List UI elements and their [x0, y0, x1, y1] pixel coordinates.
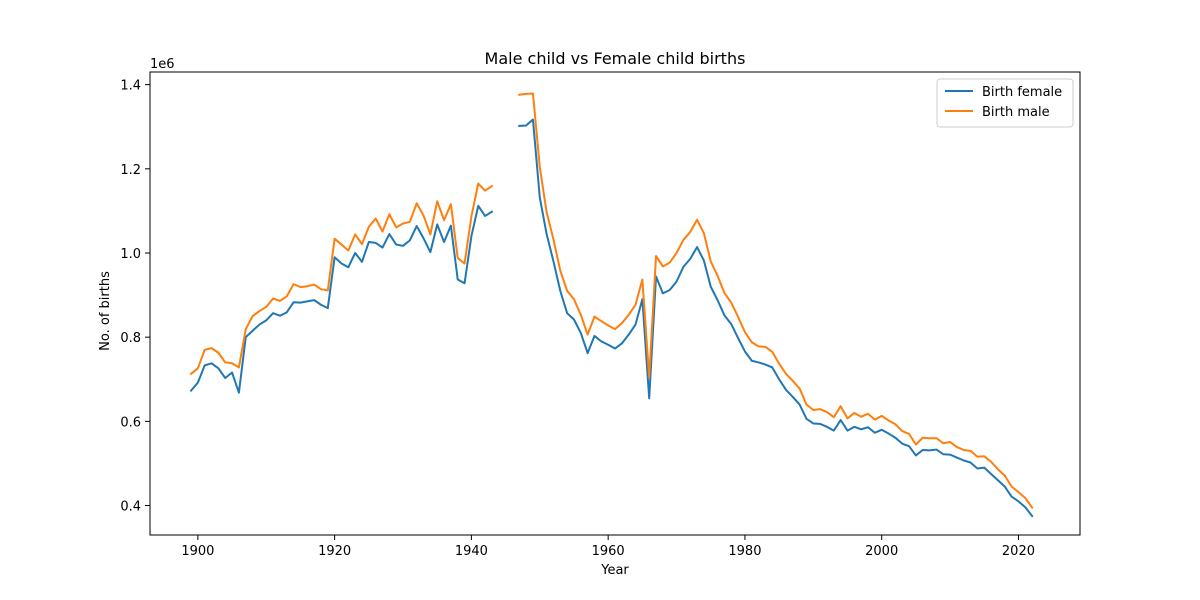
x-tick-label: 1920 — [318, 544, 351, 559]
y-tick-label: 0.4 — [120, 500, 141, 515]
chart-title: Male child vs Female child births — [485, 49, 746, 68]
y-axis-title: No. of births — [98, 271, 113, 351]
x-tick-label: 1960 — [592, 544, 625, 559]
y-axis-ticks: 0.4 0.6 0.8 1.0 1.2 1.4 — [120, 79, 150, 515]
legend-label-birth-female: Birth female — [982, 85, 1062, 100]
x-tick-label: 1940 — [455, 544, 488, 559]
y-tick-label: 1.0 — [120, 247, 141, 262]
legend-label-birth-male: Birth male — [982, 105, 1050, 120]
series-line-birth-female — [189, 118, 1034, 518]
legend: Birth female Birth male — [936, 78, 1074, 128]
x-tick-label: 1900 — [181, 544, 214, 559]
x-tick-label: 2000 — [865, 544, 898, 559]
plot-frame — [149, 71, 1081, 536]
y-tick-label: 1.2 — [120, 163, 141, 178]
x-tick-label: 2020 — [1002, 544, 1035, 559]
y-tick-label: 1.4 — [120, 79, 141, 94]
y-tick-label: 0.8 — [120, 331, 141, 346]
x-axis-title: Year — [600, 563, 629, 578]
x-axis-ticks: 1900 1920 1940 1960 1980 2000 2020 — [181, 535, 1035, 559]
series-line-birth-male — [189, 92, 1034, 510]
series-layer — [189, 92, 1034, 518]
y-offset-label: 1e6 — [150, 57, 175, 72]
x-tick-label: 1980 — [728, 544, 761, 559]
y-tick-label: 0.6 — [120, 415, 141, 430]
